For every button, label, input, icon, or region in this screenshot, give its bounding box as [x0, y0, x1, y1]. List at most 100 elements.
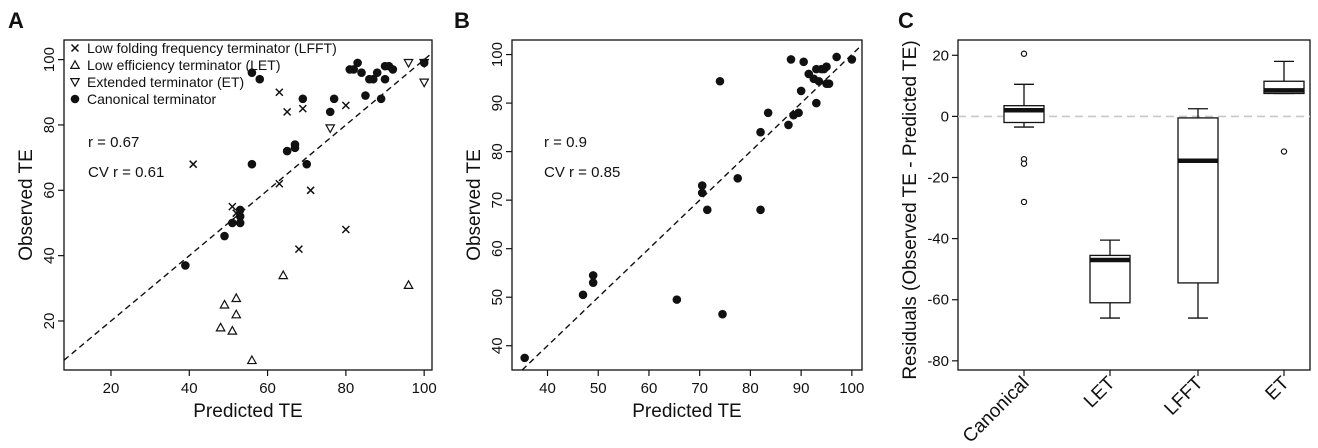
- stat-annotation: CV r = 0.85: [544, 164, 620, 181]
- x-category-label: ET: [1262, 372, 1294, 404]
- data-point: [718, 309, 727, 319]
- legend-marker: [69, 59, 81, 69]
- y-tick-label: 20: [41, 313, 58, 330]
- x-tick-label: 40: [181, 380, 198, 397]
- data-point: [298, 104, 307, 113]
- x-tick-label: 70: [691, 380, 708, 397]
- outlier-point: [1020, 198, 1028, 206]
- data-point: [756, 127, 765, 137]
- panel-a-scatter: 20 40 60 80 100 20 40 60 80 100 Predicted TE Observ…: [16, 39, 437, 422]
- data-point: [353, 58, 362, 68]
- data-point: [756, 205, 765, 215]
- x-tick-label: 40: [539, 380, 556, 397]
- legend-label: Canonical terminator: [87, 91, 217, 107]
- y-tick-label: 80: [41, 117, 58, 134]
- data-point: [306, 186, 315, 195]
- data-point: [282, 146, 292, 156]
- y-tick-label: 60: [41, 182, 58, 199]
- data-point: [298, 94, 308, 104]
- data-point: [231, 292, 242, 303]
- box: [1089, 254, 1131, 304]
- data-point: [847, 55, 857, 64]
- x-tick-label: 80: [742, 380, 759, 397]
- data-point: [290, 140, 300, 149]
- y-tick-label: 80: [489, 143, 506, 160]
- data-point: [814, 76, 824, 86]
- data-point: [219, 299, 230, 309]
- data-point: [832, 52, 841, 62]
- y-tick-label: 100: [489, 42, 506, 67]
- data-point: [228, 202, 237, 211]
- data-point: [388, 65, 398, 74]
- data-point: [578, 290, 588, 300]
- x-axis-title: Predicted TE: [632, 401, 741, 422]
- y-tick-label: 70: [489, 192, 506, 209]
- data-point: [786, 55, 796, 64]
- data-point: [341, 101, 350, 110]
- data-point: [324, 124, 336, 134]
- y-tick-label: -40: [927, 231, 949, 248]
- data-point: [376, 94, 386, 104]
- legend-marker: [69, 78, 81, 88]
- x-tick-label: 20: [103, 380, 120, 397]
- data-point: [220, 231, 229, 241]
- data-point: [824, 79, 834, 88]
- x-category-label: Canonical: [959, 373, 1034, 448]
- data-point: [235, 218, 245, 228]
- data-point: [255, 74, 265, 84]
- plot-frame: [63, 39, 433, 371]
- data-point: [357, 68, 366, 77]
- panel-label-b: B: [454, 8, 470, 33]
- x-tick-label: 90: [793, 380, 810, 397]
- y-tick-label: -60: [927, 292, 949, 309]
- panel-b-scatter: 40 50 60 70 80 90 100 40 50 60 70 80 90 100 Predicted …: [464, 39, 864, 422]
- data-point: [672, 295, 682, 304]
- data-point: [302, 159, 312, 169]
- data-point: [329, 94, 339, 104]
- data-point: [520, 353, 529, 363]
- data-point: [341, 225, 350, 234]
- y-tick-label: 50: [489, 289, 506, 306]
- data-point: [247, 159, 257, 169]
- data-point: [368, 74, 378, 84]
- data-point: [403, 279, 414, 290]
- y-tick-label: 100: [41, 47, 58, 72]
- box: [1177, 117, 1219, 284]
- data-point: [702, 205, 712, 215]
- data-point: [697, 181, 707, 190]
- data-point: [418, 78, 430, 88]
- legend-marker: [70, 43, 80, 53]
- y-tick-label: 60: [489, 240, 506, 257]
- data-point: [235, 212, 245, 221]
- x-tick-label: 80: [338, 380, 355, 397]
- y-tick-label: 20: [932, 47, 949, 64]
- data-point: [403, 58, 414, 69]
- outlier-point: [1280, 148, 1288, 155]
- x-tick-label: 60: [259, 380, 276, 397]
- y-tick-label: 40: [41, 247, 58, 264]
- y-tick-label: -80: [927, 353, 949, 370]
- data-point: [231, 309, 242, 319]
- plot-frame: [511, 39, 863, 371]
- data-point: [763, 108, 773, 118]
- y-tick-label: -20: [927, 170, 949, 187]
- data-point: [380, 74, 390, 84]
- x-category-label: LFFT: [1161, 372, 1208, 419]
- panel-c-boxplot: 20 0 -20 -40 -60 -80 Residuals (Observed TE - …: [900, 39, 1311, 448]
- data-point: [361, 91, 370, 100]
- x-axis-title: Predicted TE: [193, 401, 302, 422]
- data-point: [697, 188, 707, 198]
- stat-annotation: r = 0.9: [544, 134, 587, 151]
- y-axis-title: Observed TE: [464, 149, 485, 261]
- x-category-label: LET: [1080, 372, 1120, 412]
- x-tick-label: 100: [839, 380, 864, 397]
- y-tick-label: 0: [941, 108, 949, 125]
- data-point: [283, 107, 292, 116]
- data-point: [733, 174, 743, 183]
- x-tick-label: 50: [590, 380, 607, 397]
- data-point: [372, 68, 382, 77]
- legend-marker: [70, 94, 80, 104]
- data-point: [189, 160, 198, 169]
- data-point: [784, 120, 793, 130]
- y-tick-label: 90: [489, 95, 506, 112]
